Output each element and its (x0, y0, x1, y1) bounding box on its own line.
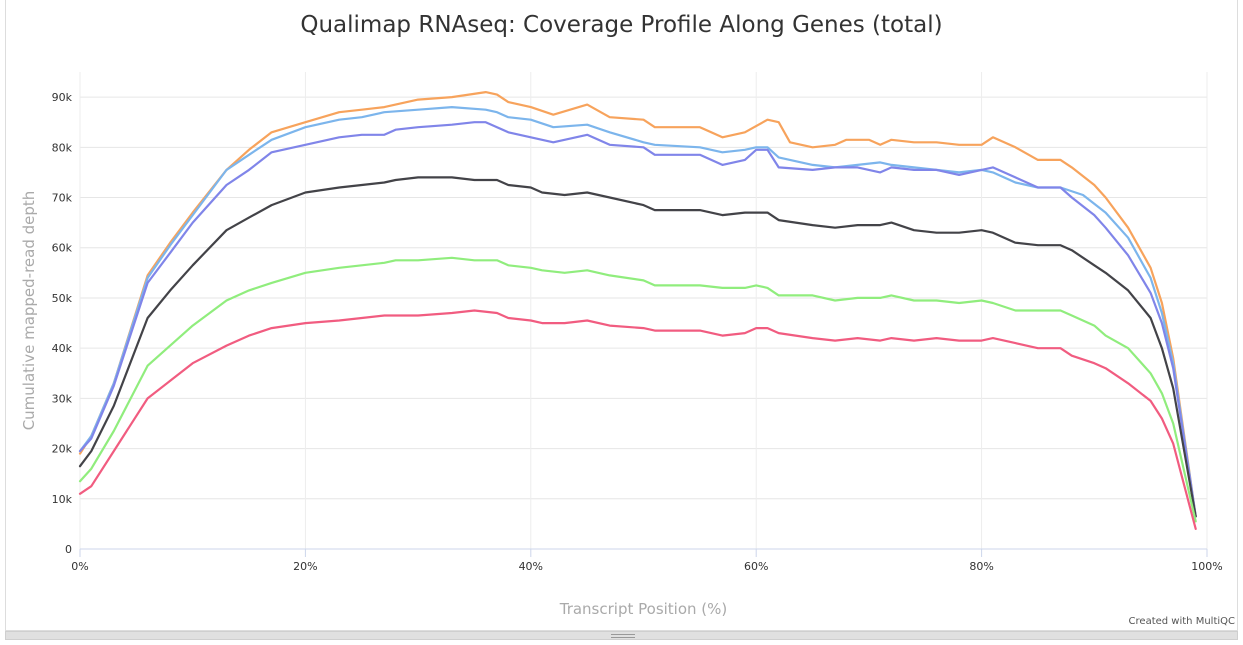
chart-frame (5, 0, 1238, 631)
x-axis-title: Transcript Position (%) (559, 600, 728, 618)
x-tick-label: 40% (519, 560, 543, 573)
x-axis-ticks: 0% 20% 40% 60% 80% 100% (71, 549, 1223, 573)
y-axis-title: Cumulative mapped-read depth (20, 191, 38, 431)
y-tick-label: 30k (52, 392, 73, 405)
y-tick-label: 80k (52, 141, 73, 154)
chart-title: Qualimap RNAseq: Coverage Profile Along … (300, 12, 943, 38)
series-line-4 (78, 176, 1197, 518)
y-axis-ticks: 0 10k 20k 30k 40k 50k 60k 70k 80k 90k (52, 91, 73, 556)
series-line-3 (78, 121, 1197, 518)
x-tick-label: 100% (1191, 560, 1222, 573)
y-tick-label: 50k (52, 292, 73, 305)
series-line-5 (78, 256, 1197, 523)
y-tick-label: 60k (52, 242, 73, 255)
x-tick-label: 0% (71, 560, 88, 573)
y-tick-label: 90k (52, 91, 73, 104)
series-line-1 (78, 91, 1197, 518)
x-tick-label: 60% (744, 560, 768, 573)
grip-icon (611, 634, 635, 638)
credit-link[interactable]: Created with MultiQC (1128, 616, 1235, 627)
y-tick-label: 10k (52, 493, 73, 506)
series-line-2 (78, 106, 1197, 518)
series-lines (78, 91, 1197, 530)
series-line-6 (78, 309, 1197, 530)
x-tick-label: 80% (969, 560, 993, 573)
y-tick-label: 70k (52, 192, 73, 205)
y-tick-label: 0 (65, 543, 72, 556)
y-tick-label: 40k (52, 342, 73, 355)
x-tick-label: 20% (293, 560, 317, 573)
grid (79, 72, 1208, 549)
y-tick-label: 20k (52, 443, 73, 456)
resize-handle[interactable] (5, 631, 1238, 640)
